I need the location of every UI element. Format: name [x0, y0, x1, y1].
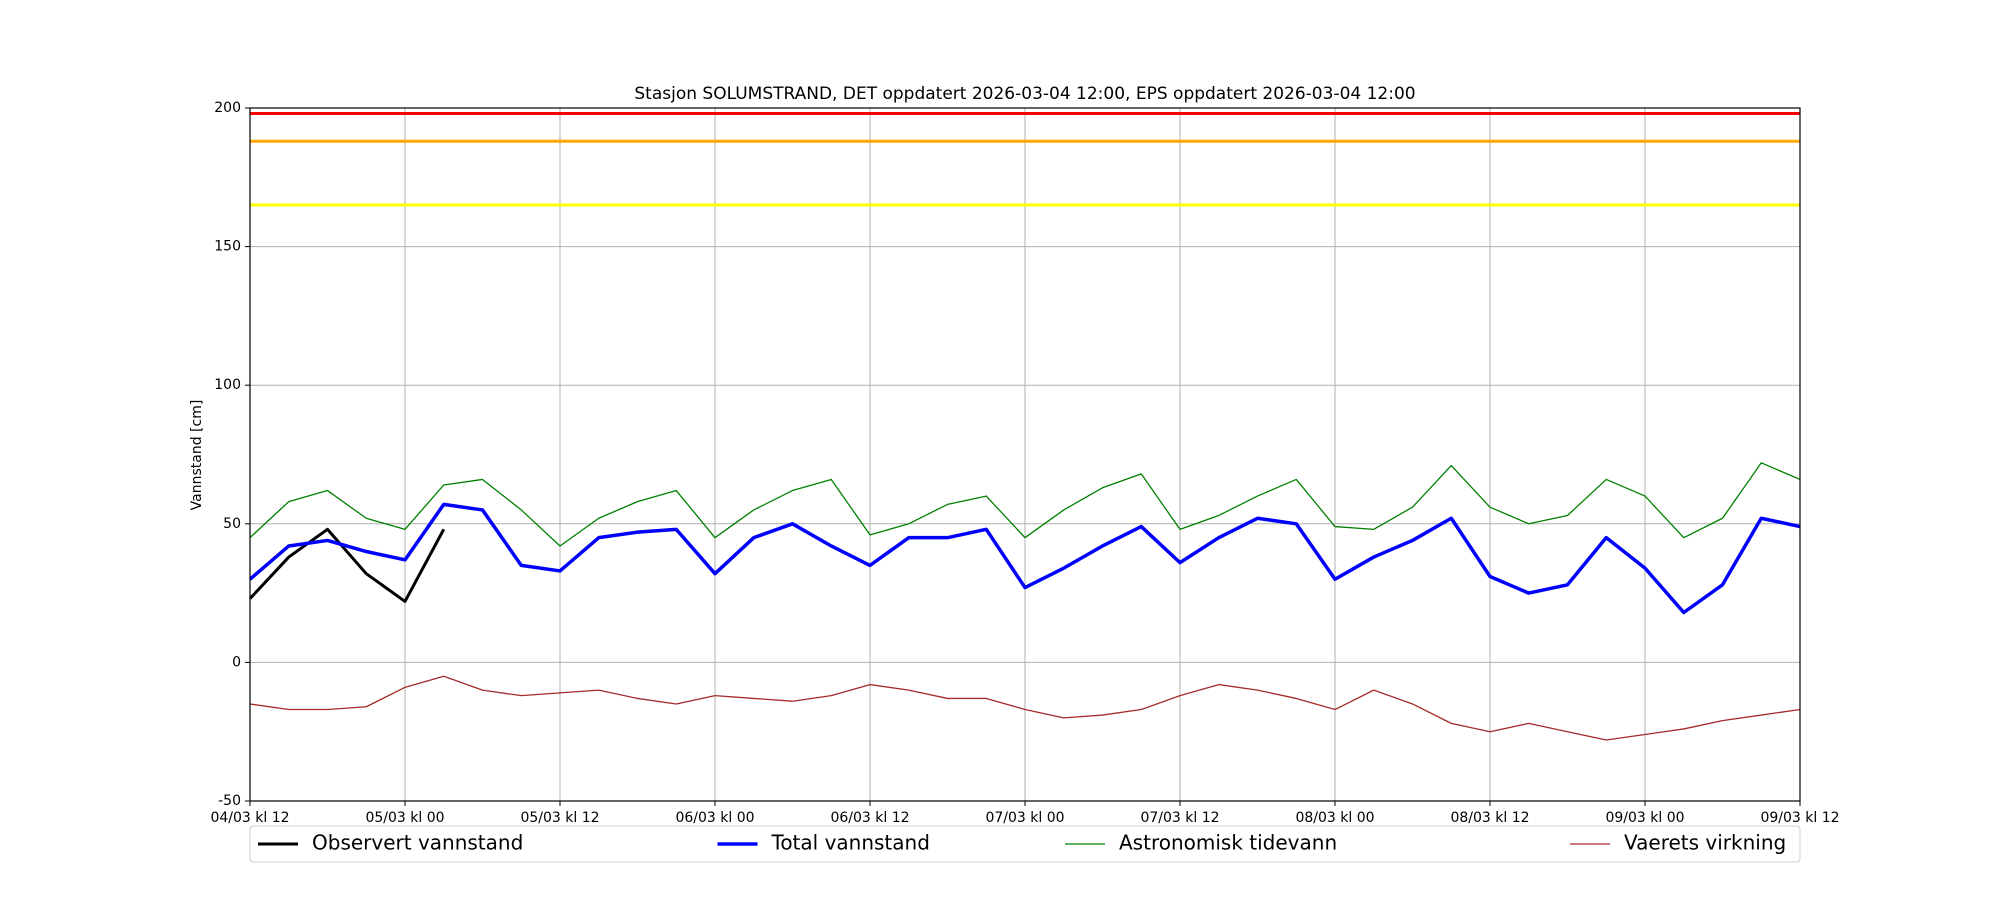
y-tick-label: 0 [232, 654, 241, 670]
x-tick-label: 04/03 kl 12 [210, 810, 289, 826]
legend-label: Observert vannstand [312, 831, 523, 855]
series-line [249, 462, 1801, 547]
legend-label: Vaerets virkning [1624, 831, 1786, 855]
series-line [248, 502, 1801, 615]
x-tick-label: 08/03 kl 12 [1450, 810, 1529, 826]
series-line [248, 527, 446, 603]
y-tick-label: -50 [218, 793, 241, 809]
y-tick-label: 150 [214, 239, 241, 255]
x-tick-label: 05/03 kl 12 [520, 810, 599, 826]
y-axis-label: Vannstand [cm] [189, 400, 205, 511]
x-tick-label: 05/03 kl 00 [365, 810, 444, 826]
y-tick-label: 50 [223, 516, 241, 532]
legend-label: Astronomisk tidevann [1119, 831, 1337, 855]
legend-label: Total vannstand [771, 831, 930, 855]
x-tick-label: 06/03 kl 00 [675, 810, 754, 826]
legend-box [249, 825, 1801, 863]
series-line [249, 675, 1801, 741]
plot-frame [249, 107, 1801, 802]
chart-title: Stasjon SOLUMSTRAND, DET oppdatert 2026-… [634, 84, 1415, 104]
y-tick-label: 100 [214, 377, 241, 393]
x-tick-label: 08/03 kl 00 [1295, 810, 1374, 826]
y-tick-label: 200 [214, 100, 241, 116]
x-tick-label: 07/03 kl 12 [1140, 810, 1219, 826]
x-tick-label: 09/03 kl 00 [1605, 810, 1684, 826]
x-tick-label: 07/03 kl 00 [985, 810, 1064, 826]
x-tick-label: 09/03 kl 12 [1760, 810, 1839, 826]
x-tick-label: 06/03 kl 12 [830, 810, 909, 826]
